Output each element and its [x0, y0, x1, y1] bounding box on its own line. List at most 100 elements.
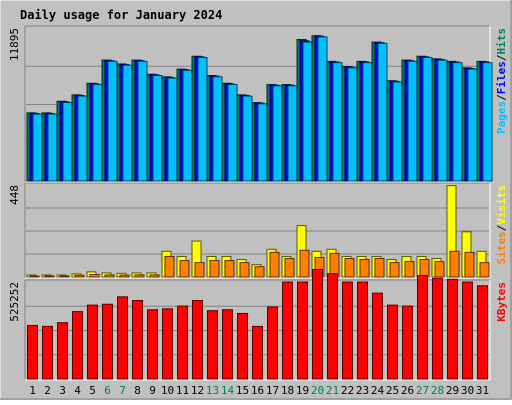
bar-pages-day-20 — [317, 36, 328, 182]
bar-kbytes-day-3 — [57, 322, 68, 380]
bar-sites-day-2 — [44, 275, 55, 278]
bar-kbytes-day-14 — [222, 309, 233, 380]
legend-hits-files-pages: Pages/Files/Hits — [495, 28, 508, 134]
bar-sites-day-17 — [269, 251, 280, 278]
x-tick-label-day-5: 5 — [89, 384, 96, 397]
x-tick-label-day-1: 1 — [29, 384, 36, 397]
legend-visits-sites: Sites/Visits — [495, 185, 508, 265]
bar-sites-day-26 — [404, 261, 415, 278]
bar-pages-day-27 — [422, 57, 433, 182]
bar-kbytes-day-18 — [282, 281, 293, 380]
bar-pages-day-1 — [32, 113, 43, 182]
x-tick-label-day-9: 9 — [149, 384, 156, 397]
bar-kbytes-day-2 — [42, 325, 53, 380]
x-tick-label-day-13: 13 — [206, 384, 219, 397]
bar-sites-day-12 — [194, 262, 205, 278]
x-tick-label-day-28: 28 — [431, 384, 444, 397]
bar-kbytes-day-6 — [102, 303, 113, 380]
bar-sites-day-16 — [254, 266, 265, 278]
bar-sites-day-8 — [134, 274, 145, 278]
legend-separator: / — [495, 94, 508, 101]
bar-pages-day-29 — [452, 62, 463, 182]
bar-pages-day-22 — [347, 67, 358, 182]
bar-pages-day-6 — [107, 60, 118, 182]
bar-pages-day-21 — [332, 62, 343, 182]
panel-scale-label: 525252 — [8, 282, 21, 322]
bar-kbytes-day-5 — [87, 304, 98, 380]
legend-item-kbytes: KBytes — [495, 282, 508, 322]
bar-kbytes-day-8 — [132, 300, 143, 380]
bar-pages-day-7 — [122, 64, 133, 182]
legend-item-sites: Sites — [495, 231, 508, 264]
panels-layer: 11895 448 525252 — [8, 25, 493, 381]
x-tick-label-day-30: 30 — [461, 384, 474, 397]
bar-sites-day-4 — [74, 274, 85, 278]
bar-pages-day-30 — [467, 68, 478, 182]
panel-scale-label: 11895 — [8, 28, 21, 61]
x-tick-label-day-16: 16 — [251, 384, 264, 397]
bar-kbytes-day-21 — [327, 273, 338, 380]
bar-pages-day-26 — [407, 60, 418, 182]
bar-sites-day-28 — [434, 261, 445, 278]
x-axis-labels: 1 2 3 4 5 6 7 8 9 10 11 12 13 14 15 16 17 18 19 20 21 22 23 24 2… — [29, 384, 489, 397]
bar-kbytes-day-12 — [192, 300, 203, 380]
bar-sites-day-14 — [224, 260, 235, 278]
bar-sites-day-25 — [389, 262, 400, 278]
bar-pages-day-16 — [257, 103, 268, 182]
bar-sites-day-6 — [104, 274, 115, 278]
bar-sites-day-11 — [179, 260, 190, 278]
panel-hits-files-pages: 11895 — [8, 25, 493, 183]
bar-pages-day-19 — [302, 41, 313, 182]
x-tick-label-day-27: 27 — [416, 384, 429, 397]
bar-sites-day-1 — [29, 275, 40, 278]
bar-sites-day-27 — [419, 259, 430, 278]
bar-kbytes-day-7 — [117, 296, 128, 380]
x-tick-label-day-14: 14 — [221, 384, 235, 397]
bar-sites-day-10 — [164, 255, 175, 278]
legend-item-hits: Hits — [495, 28, 508, 55]
bar-sites-day-24 — [374, 258, 385, 278]
bar-kbytes-day-26 — [402, 305, 413, 380]
bar-kbytes-day-16 — [252, 325, 263, 380]
x-tick-label-day-29: 29 — [446, 384, 459, 397]
bar-kbytes-day-25 — [387, 304, 398, 380]
bar-kbytes-day-22 — [342, 281, 353, 380]
bar-pages-day-25 — [392, 81, 403, 182]
bar-sites-day-13 — [209, 260, 220, 278]
x-tick-label-day-23: 23 — [356, 384, 369, 397]
bar-pages-day-18 — [287, 85, 298, 182]
x-tick-label-day-21: 21 — [326, 384, 339, 397]
bar-pages-day-8 — [137, 60, 148, 182]
legend-kbytes: KBytes — [495, 282, 508, 322]
bar-kbytes-day-29 — [447, 278, 458, 380]
panel-visits-sites: 448 — [8, 182, 491, 279]
legend-item-pages: Pages — [495, 101, 508, 134]
bar-pages-day-13 — [212, 76, 223, 182]
x-tick-label-day-15: 15 — [236, 384, 249, 397]
bar-pages-day-15 — [242, 95, 253, 182]
x-tick-label-day-18: 18 — [281, 384, 294, 397]
bar-kbytes-day-27 — [417, 275, 428, 380]
panel-kbytes: 525252 — [8, 268, 491, 381]
bar-kbytes-day-30 — [462, 281, 473, 380]
bar-kbytes-day-4 — [72, 311, 83, 380]
bar-sites-day-3 — [59, 275, 70, 278]
bar-sites-day-19 — [299, 249, 310, 278]
x-tick-label-day-19: 19 — [296, 384, 309, 397]
bar-pages-day-2 — [47, 113, 58, 182]
x-tick-label-day-20: 20 — [311, 384, 324, 397]
chart-title: Daily usage for January 2024 — [20, 8, 222, 22]
bar-kbytes-day-15 — [237, 312, 248, 380]
bar-kbytes-day-19 — [297, 281, 308, 380]
bar-pages-day-10 — [167, 77, 178, 182]
bar-sites-day-5 — [89, 274, 100, 278]
bar-kbytes-day-1 — [27, 324, 38, 380]
bar-kbytes-day-9 — [147, 309, 158, 380]
bar-sites-day-29 — [449, 250, 460, 278]
bar-sites-day-9 — [149, 274, 160, 278]
bar-pages-day-12 — [197, 57, 208, 182]
bar-pages-day-14 — [227, 84, 238, 182]
